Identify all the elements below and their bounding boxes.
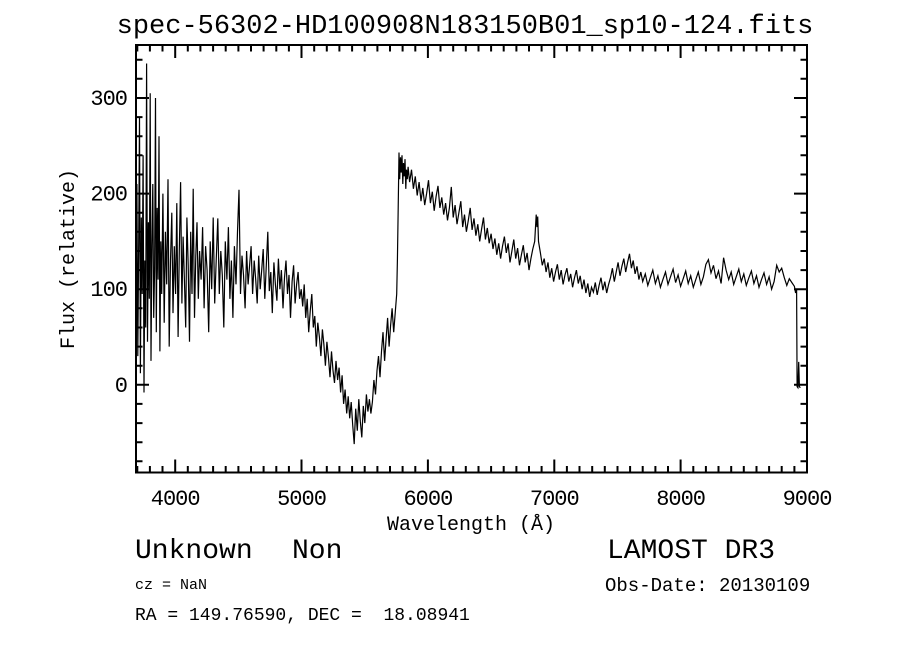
y-axis-label: Flux (relative) xyxy=(58,169,81,349)
x-axis-label: Wavelength (Å) xyxy=(387,514,555,537)
tick-marks xyxy=(136,45,808,473)
x-tick-label-5000: 5000 xyxy=(277,487,326,512)
class-label: Unknown xyxy=(135,536,253,567)
x-tick-label-7000: 7000 xyxy=(530,487,579,512)
obs-date-value: Obs-Date: 20130109 xyxy=(605,575,810,597)
tick-labels: 4000 5000 6000 7000 8000 9000 0 100 200 300 xyxy=(90,87,832,512)
chart-title: spec-56302-HD100908N183150B01_sp10-124.f… xyxy=(117,12,814,42)
y-tick-label-300: 300 xyxy=(90,87,127,112)
subclass-label: Non xyxy=(292,536,342,567)
y-tick-label-100: 100 xyxy=(90,278,127,303)
ra-dec-value: RA = 149.76590, DEC = 18.08941 xyxy=(135,606,470,626)
survey-release-label: LAMOST DR3 xyxy=(607,536,775,567)
x-tick-label-4000: 4000 xyxy=(151,487,200,512)
cz-value: cz = NaN xyxy=(135,577,207,594)
spectrum-line xyxy=(135,63,801,445)
x-tick-label-6000: 6000 xyxy=(403,487,452,512)
x-tick-label-9000: 9000 xyxy=(783,487,832,512)
spectrum-trace-group xyxy=(135,63,801,445)
axis-ticks xyxy=(136,45,808,473)
y-tick-label-200: 200 xyxy=(90,183,127,208)
x-tick-label-8000: 8000 xyxy=(656,487,705,512)
y-tick-label-0: 0 xyxy=(115,374,127,399)
